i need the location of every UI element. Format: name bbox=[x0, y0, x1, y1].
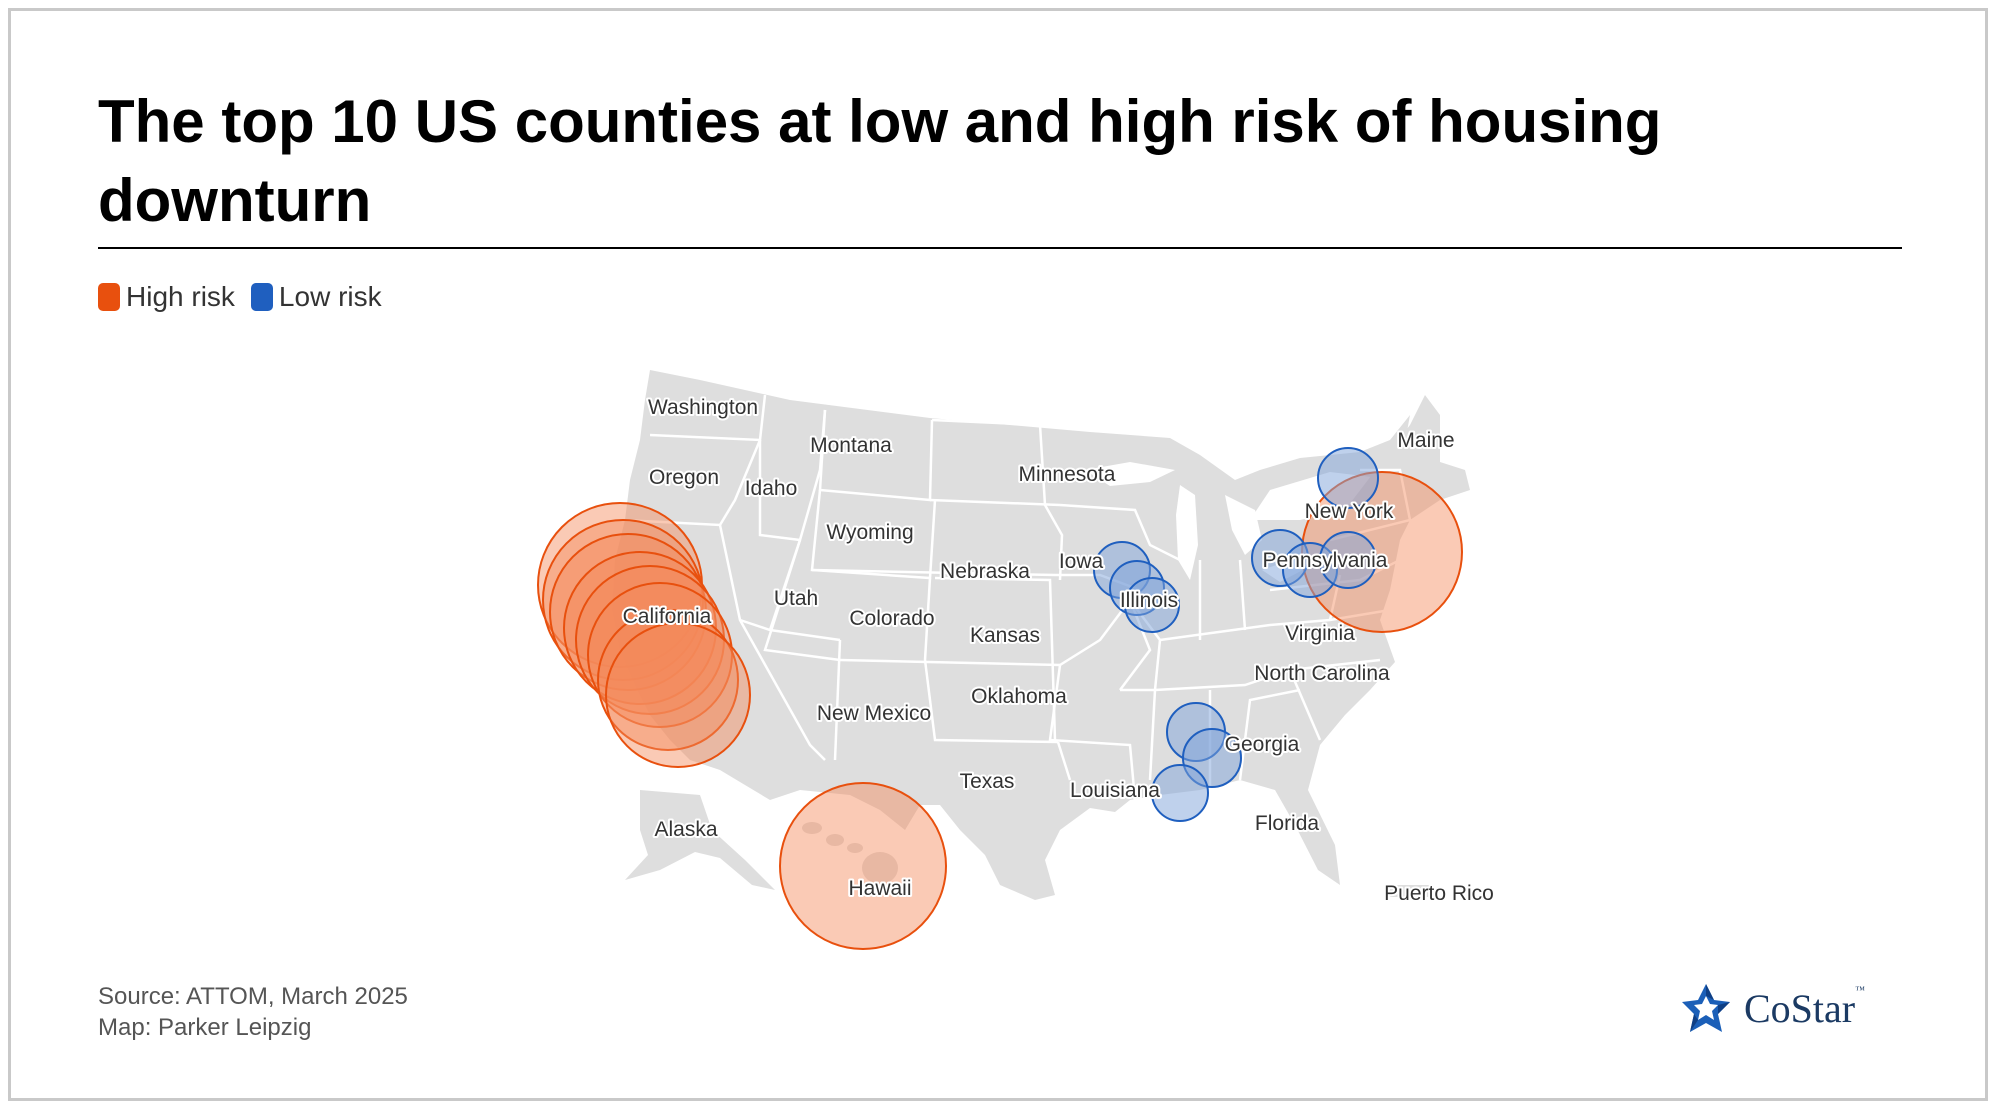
costar-logo: CoStar™ bbox=[1678, 980, 1865, 1036]
costar-name: CoStar bbox=[1744, 985, 1856, 1031]
legend-swatch-high-risk bbox=[98, 283, 120, 311]
legend-swatch-low-risk bbox=[250, 283, 273, 311]
legend-label-high-risk: High risk bbox=[126, 281, 235, 312]
credit-line: Map: Parker Leipzig bbox=[98, 1014, 312, 1041]
page-title: The top 10 US counties at low and high r… bbox=[98, 88, 1662, 234]
costar-wordmark: CoStar™ bbox=[1744, 985, 1865, 1032]
legend-item-low-risk: Low risk bbox=[250, 281, 382, 313]
legend-label-low-risk: Low risk bbox=[278, 281, 382, 312]
source-note: Source: ATTOM, March 2025 Map: Parker Le… bbox=[98, 981, 408, 1043]
source-line: Source: ATTOM, March 2025 bbox=[98, 983, 408, 1010]
costar-tm: ™ bbox=[1855, 984, 1865, 996]
legend-item-high-risk: High risk bbox=[98, 281, 235, 313]
costar-star-icon bbox=[1682, 984, 1730, 1032]
title-divider bbox=[98, 247, 1902, 249]
legend: High risk Low risk bbox=[98, 281, 398, 313]
